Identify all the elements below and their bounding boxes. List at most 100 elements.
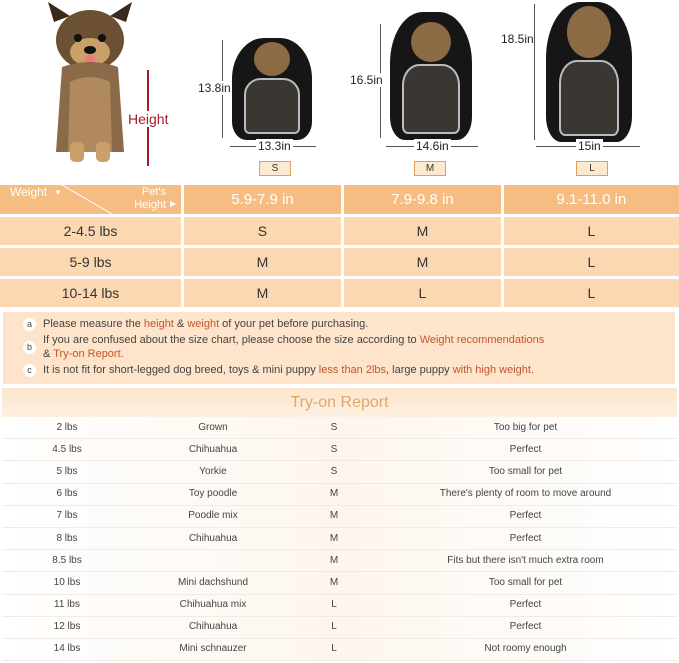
report-size: M <box>329 532 339 544</box>
note-marker: b <box>23 341 36 354</box>
size-cell: M <box>343 217 501 245</box>
size-chart-table: Weight ▼ Pet's Height ▶ 5.9-7.9 in 7.9-9… <box>0 182 679 310</box>
report-feedback: Too small for pet <box>488 576 563 588</box>
l-width-dim: 15in <box>576 139 603 153</box>
report-breed: Chihuahua <box>188 443 238 455</box>
note-highlight: less than 2lbs <box>318 364 387 376</box>
report-weight: 8 lbs <box>56 532 78 544</box>
height-label: Height <box>127 111 170 127</box>
backpack-m-image <box>390 12 472 140</box>
m-height-dim: 16.5in <box>350 73 383 87</box>
backpack-l-image <box>546 2 632 142</box>
report-breed: Mini schnauzer <box>179 643 247 655</box>
report-feedback: There's plenty of room to move around <box>439 488 612 500</box>
note-text: & <box>43 348 54 360</box>
report-feedback: Too small for pet <box>488 465 563 477</box>
report-feedback: Perfect <box>509 532 542 544</box>
note-highlight: height <box>143 318 174 330</box>
table-row: 10-14 lbs M L L <box>0 279 679 307</box>
report-breed: Poodle mix <box>188 510 238 522</box>
try-on-report: Try-on Report 2 lbs Grown S Too big for pet… <box>2 388 677 662</box>
report-weight: 4.5 lbs <box>52 443 82 455</box>
report-breed: Chihuahua <box>188 532 238 544</box>
report-row: 14 lbs Mini schnauzer L Not roomy enough <box>2 638 677 662</box>
note-text: If you are confused about the size chart… <box>43 334 420 346</box>
size-m-label: M <box>414 161 446 176</box>
report-row: 6 lbs Toy poodle M There's plenty of room t… <box>2 483 677 506</box>
size-cell: M <box>184 279 341 307</box>
report-weight: 11 lbs <box>54 599 80 611</box>
report-row: 8.5 lbs M Fits but there isn't much extra … <box>2 550 677 573</box>
notes-box: a Please measure the height & weight of … <box>3 312 675 384</box>
weight-cell: 2-4.5 lbs <box>0 217 181 245</box>
report-weight: 12 lbs <box>53 621 81 633</box>
right-arrow-icon: ▶ <box>170 199 177 208</box>
corner-height: Pet's Height <box>134 186 166 211</box>
report-row: 7 lbs Poodle mix M Perfect <box>2 505 677 528</box>
note-highlight: weight <box>187 318 220 330</box>
size-cell: L <box>503 279 679 307</box>
note-text: Please measure the <box>43 318 144 330</box>
note-highlight: Weight recommendations <box>419 334 545 346</box>
size-s-label: S <box>259 161 291 176</box>
table-row: 5-9 lbs M M L <box>0 248 679 276</box>
note-text: It is not fit for short-legged dog breed… <box>43 364 319 376</box>
s-height-dim: 13.8in <box>198 81 231 95</box>
weight-cell: 5-9 lbs <box>0 248 181 276</box>
s-width-dim: 13.3in <box>256 139 293 153</box>
column-header: 7.9-9.8 in <box>343 185 501 214</box>
note-highlight: Try-on Report. <box>53 348 124 360</box>
size-cell: L <box>503 217 679 245</box>
report-size: M <box>329 554 339 566</box>
report-breed: Toy poodle <box>188 488 238 500</box>
note-marker: a <box>23 318 36 331</box>
size-l-label: L <box>576 161 608 176</box>
l-height-dim: 18.5in <box>501 32 534 46</box>
report-size: M <box>329 488 339 500</box>
report-size: L <box>331 599 337 611</box>
report-title: Try-on Report <box>2 388 677 417</box>
report-breed: Chihuahua <box>188 621 238 633</box>
report-feedback: Perfect <box>509 599 542 611</box>
report-feedback: Perfect <box>509 443 542 455</box>
table-row: 2-4.5 lbs S M L <box>0 217 679 245</box>
report-row: 10 lbs Mini dachshund M Too small for pet <box>2 572 677 595</box>
report-row: 4.5 lbs Chihuahua S Perfect <box>2 439 677 462</box>
report-weight: 2 lbs <box>56 421 78 433</box>
report-weight: 6 lbs <box>56 488 78 500</box>
report-size: L <box>331 643 337 655</box>
report-weight: 10 lbs <box>53 576 81 588</box>
report-feedback: Too big for pet <box>493 421 558 433</box>
size-cell: L <box>503 248 679 276</box>
report-row: 8 lbs Chihuahua M Perfect <box>2 527 677 551</box>
report-weight: 7 lbs <box>56 510 78 522</box>
backpack-s-image <box>232 38 312 140</box>
note-highlight: with high weight. <box>452 364 535 376</box>
report-weight: 8.5 lbs <box>52 554 82 566</box>
report-row: 5 lbs Yorkie S Too small for pet <box>2 461 677 484</box>
report-feedback: Not roomy enough <box>484 643 567 655</box>
note-marker: c <box>23 364 36 377</box>
note-c: c It is not fit for short-legged dog bre… <box>23 363 675 377</box>
report-weight: 14 lbs <box>53 643 81 655</box>
note-a: a Please measure the height & weight of … <box>23 317 675 331</box>
size-cell: L <box>343 279 501 307</box>
dog-photo <box>40 2 140 167</box>
report-size: M <box>329 510 339 522</box>
weight-cell: 10-14 lbs <box>0 279 181 307</box>
note-text: of your pet before purchasing. <box>219 318 369 330</box>
report-size: S <box>330 465 338 477</box>
size-cell: M <box>343 248 501 276</box>
report-row: 12 lbs Chihuahua L Perfect <box>2 616 677 639</box>
report-size: S <box>330 421 338 433</box>
report-feedback: Fits but there isn't much extra room <box>447 554 604 566</box>
size-cell: S <box>184 217 341 245</box>
report-row: 2 lbs Grown S Too big for pet <box>2 417 677 440</box>
report-breed: Mini dachshund <box>177 576 249 588</box>
size-chart-header: Weight ▼ Pet's Height ▶ 5.9-7.9 in 7.9-9… <box>0 185 679 214</box>
report-weight: 5 lbs <box>56 465 78 477</box>
corner-weight: Weight <box>10 185 48 199</box>
corner-cell: Weight ▼ Pet's Height ▶ <box>0 185 181 214</box>
m-width-dim: 14.6in <box>414 139 451 153</box>
report-size: M <box>329 576 339 588</box>
